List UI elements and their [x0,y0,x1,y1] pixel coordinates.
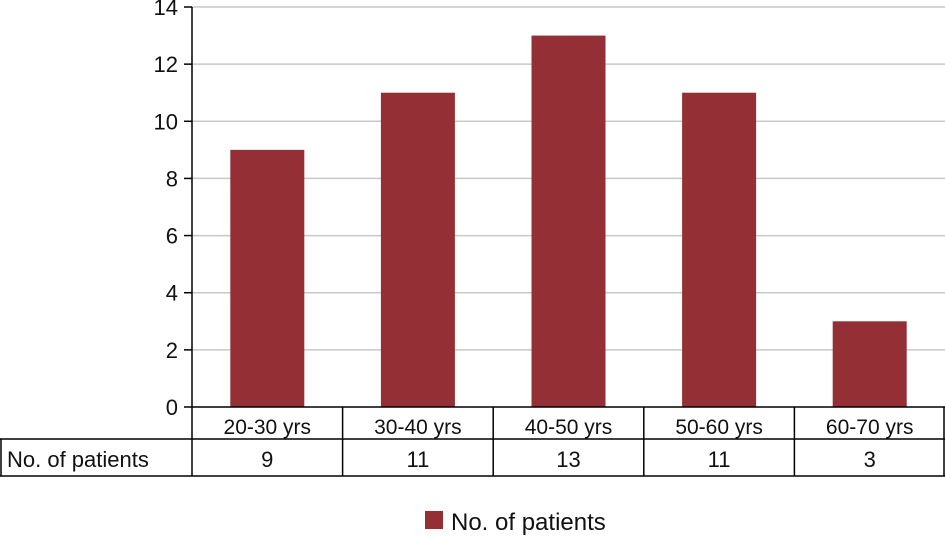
y-tick-label-8: 8 [166,166,178,191]
bar-30-40-yrs [380,92,455,407]
x-category-label: 50-60 yrs [675,416,763,439]
table-cell-value: 3 [864,447,876,472]
table-cell-value: 11 [406,447,429,472]
x-category-label: 20-30 yrs [224,416,312,439]
legend: No. of patients [425,509,606,536]
y-tick-label-14: 14 [154,0,178,20]
x-category-label: 30-40 yrs [374,416,462,439]
bar-40-50-yrs [531,35,606,407]
y-tick-label-2: 2 [166,338,178,363]
y-tick-labels: 0 2 4 6 8 10 12 14 [154,0,178,420]
table-cell-value: 11 [708,447,731,472]
y-tick-label-0: 0 [166,395,178,420]
bar-layer [230,35,907,407]
table-row-header: No. of patients [7,447,149,472]
legend-swatch [425,511,443,529]
y-tick-label-10: 10 [154,109,178,134]
bar-20-30-yrs [230,149,305,407]
y-tick-label-6: 6 [166,224,178,249]
y-tick-label-12: 12 [154,52,178,77]
x-category-label: 40-50 yrs [525,416,613,439]
bar-60-70-yrs [832,321,907,407]
axis-layer [184,6,945,408]
table-cell-value: 9 [261,447,273,472]
y-tick-label-4: 4 [166,281,178,306]
legend-label: No. of patients [451,509,606,536]
x-category-label: 60-70 yrs [826,416,914,439]
bar-50-60-yrs [682,92,757,407]
table-cell-value: 13 [556,447,580,472]
data-table: 20-30 yrs 30-40 yrs 40-50 yrs 50-60 yrs 60-7… [0,407,945,477]
